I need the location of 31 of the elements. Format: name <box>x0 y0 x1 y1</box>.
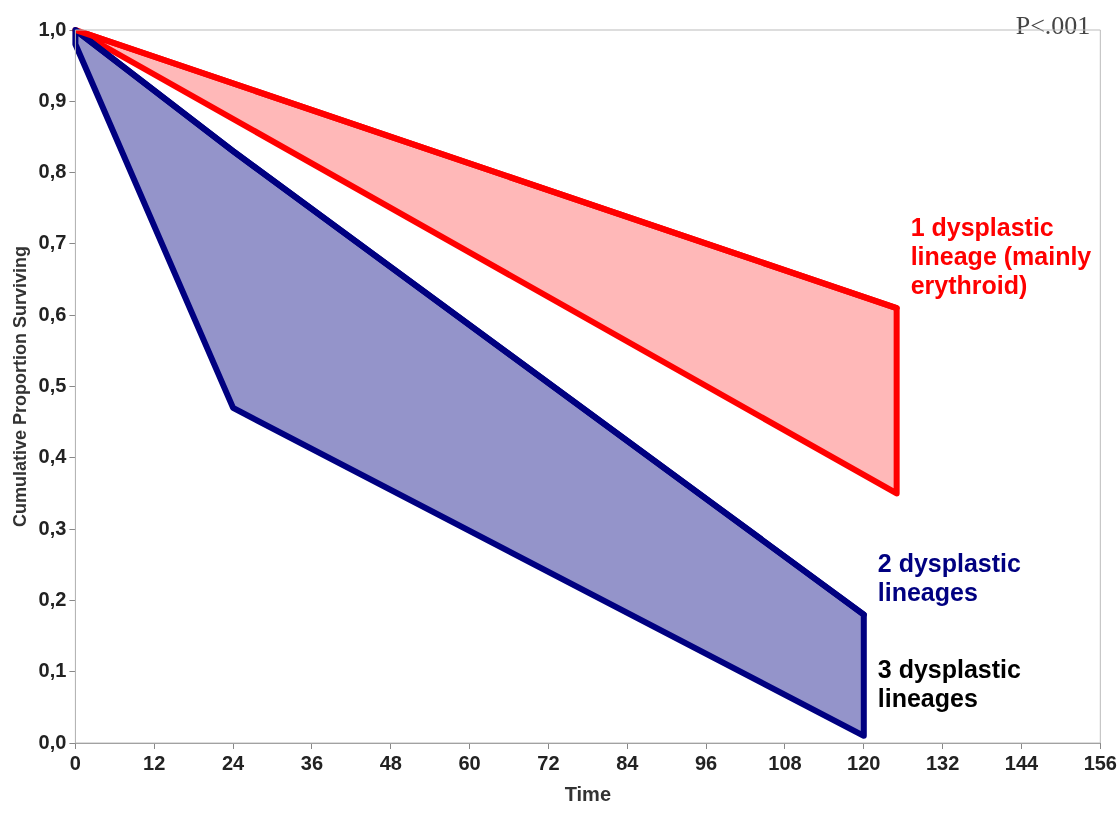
y-tick-label: 1,0 <box>38 17 67 40</box>
series-label: 2 dysplastic lineages <box>877 549 1022 607</box>
series-label: 1 dysplastic lineage (mainly erythroid) <box>910 213 1092 300</box>
y-tick-label: 0,1 <box>38 659 67 682</box>
y-tick-label: 0,7 <box>38 231 67 254</box>
x-axis-title: Time <box>564 782 612 805</box>
x-tick-label: 96 <box>694 751 718 774</box>
y-axis-title: Cumulative Proportion Surviving <box>9 245 30 528</box>
y-tick-label: 0,0 <box>38 730 67 753</box>
y-tick-label: 0,2 <box>38 587 67 610</box>
y-tick-label: 0,8 <box>38 160 67 183</box>
x-tick-label: 144 <box>1004 751 1040 774</box>
y-tick-label: 0,5 <box>38 374 67 397</box>
y-tick-label: 0,6 <box>38 302 67 325</box>
x-tick-label: 24 <box>221 751 246 774</box>
annotation: P<.001 <box>1015 10 1091 40</box>
x-tick-label: 0 <box>69 751 81 774</box>
x-tick-label: 36 <box>300 751 324 774</box>
x-tick-label: 12 <box>143 751 166 774</box>
x-tick-label: 132 <box>925 751 960 774</box>
x-tick-label: 60 <box>458 751 481 774</box>
x-tick-label: 48 <box>379 751 402 774</box>
y-tick-label: 0,3 <box>38 516 67 539</box>
x-tick-label: 120 <box>847 751 881 774</box>
annotation: 3 dysplastic lineages <box>877 655 1022 713</box>
x-tick-label: 72 <box>537 751 560 774</box>
x-tick-label: 108 <box>768 751 802 774</box>
x-tick-label: 84 <box>616 751 640 774</box>
x-tick-label: 156 <box>1083 751 1117 774</box>
y-tick-label: 0,9 <box>38 88 67 111</box>
y-tick-label: 0,4 <box>38 445 68 468</box>
